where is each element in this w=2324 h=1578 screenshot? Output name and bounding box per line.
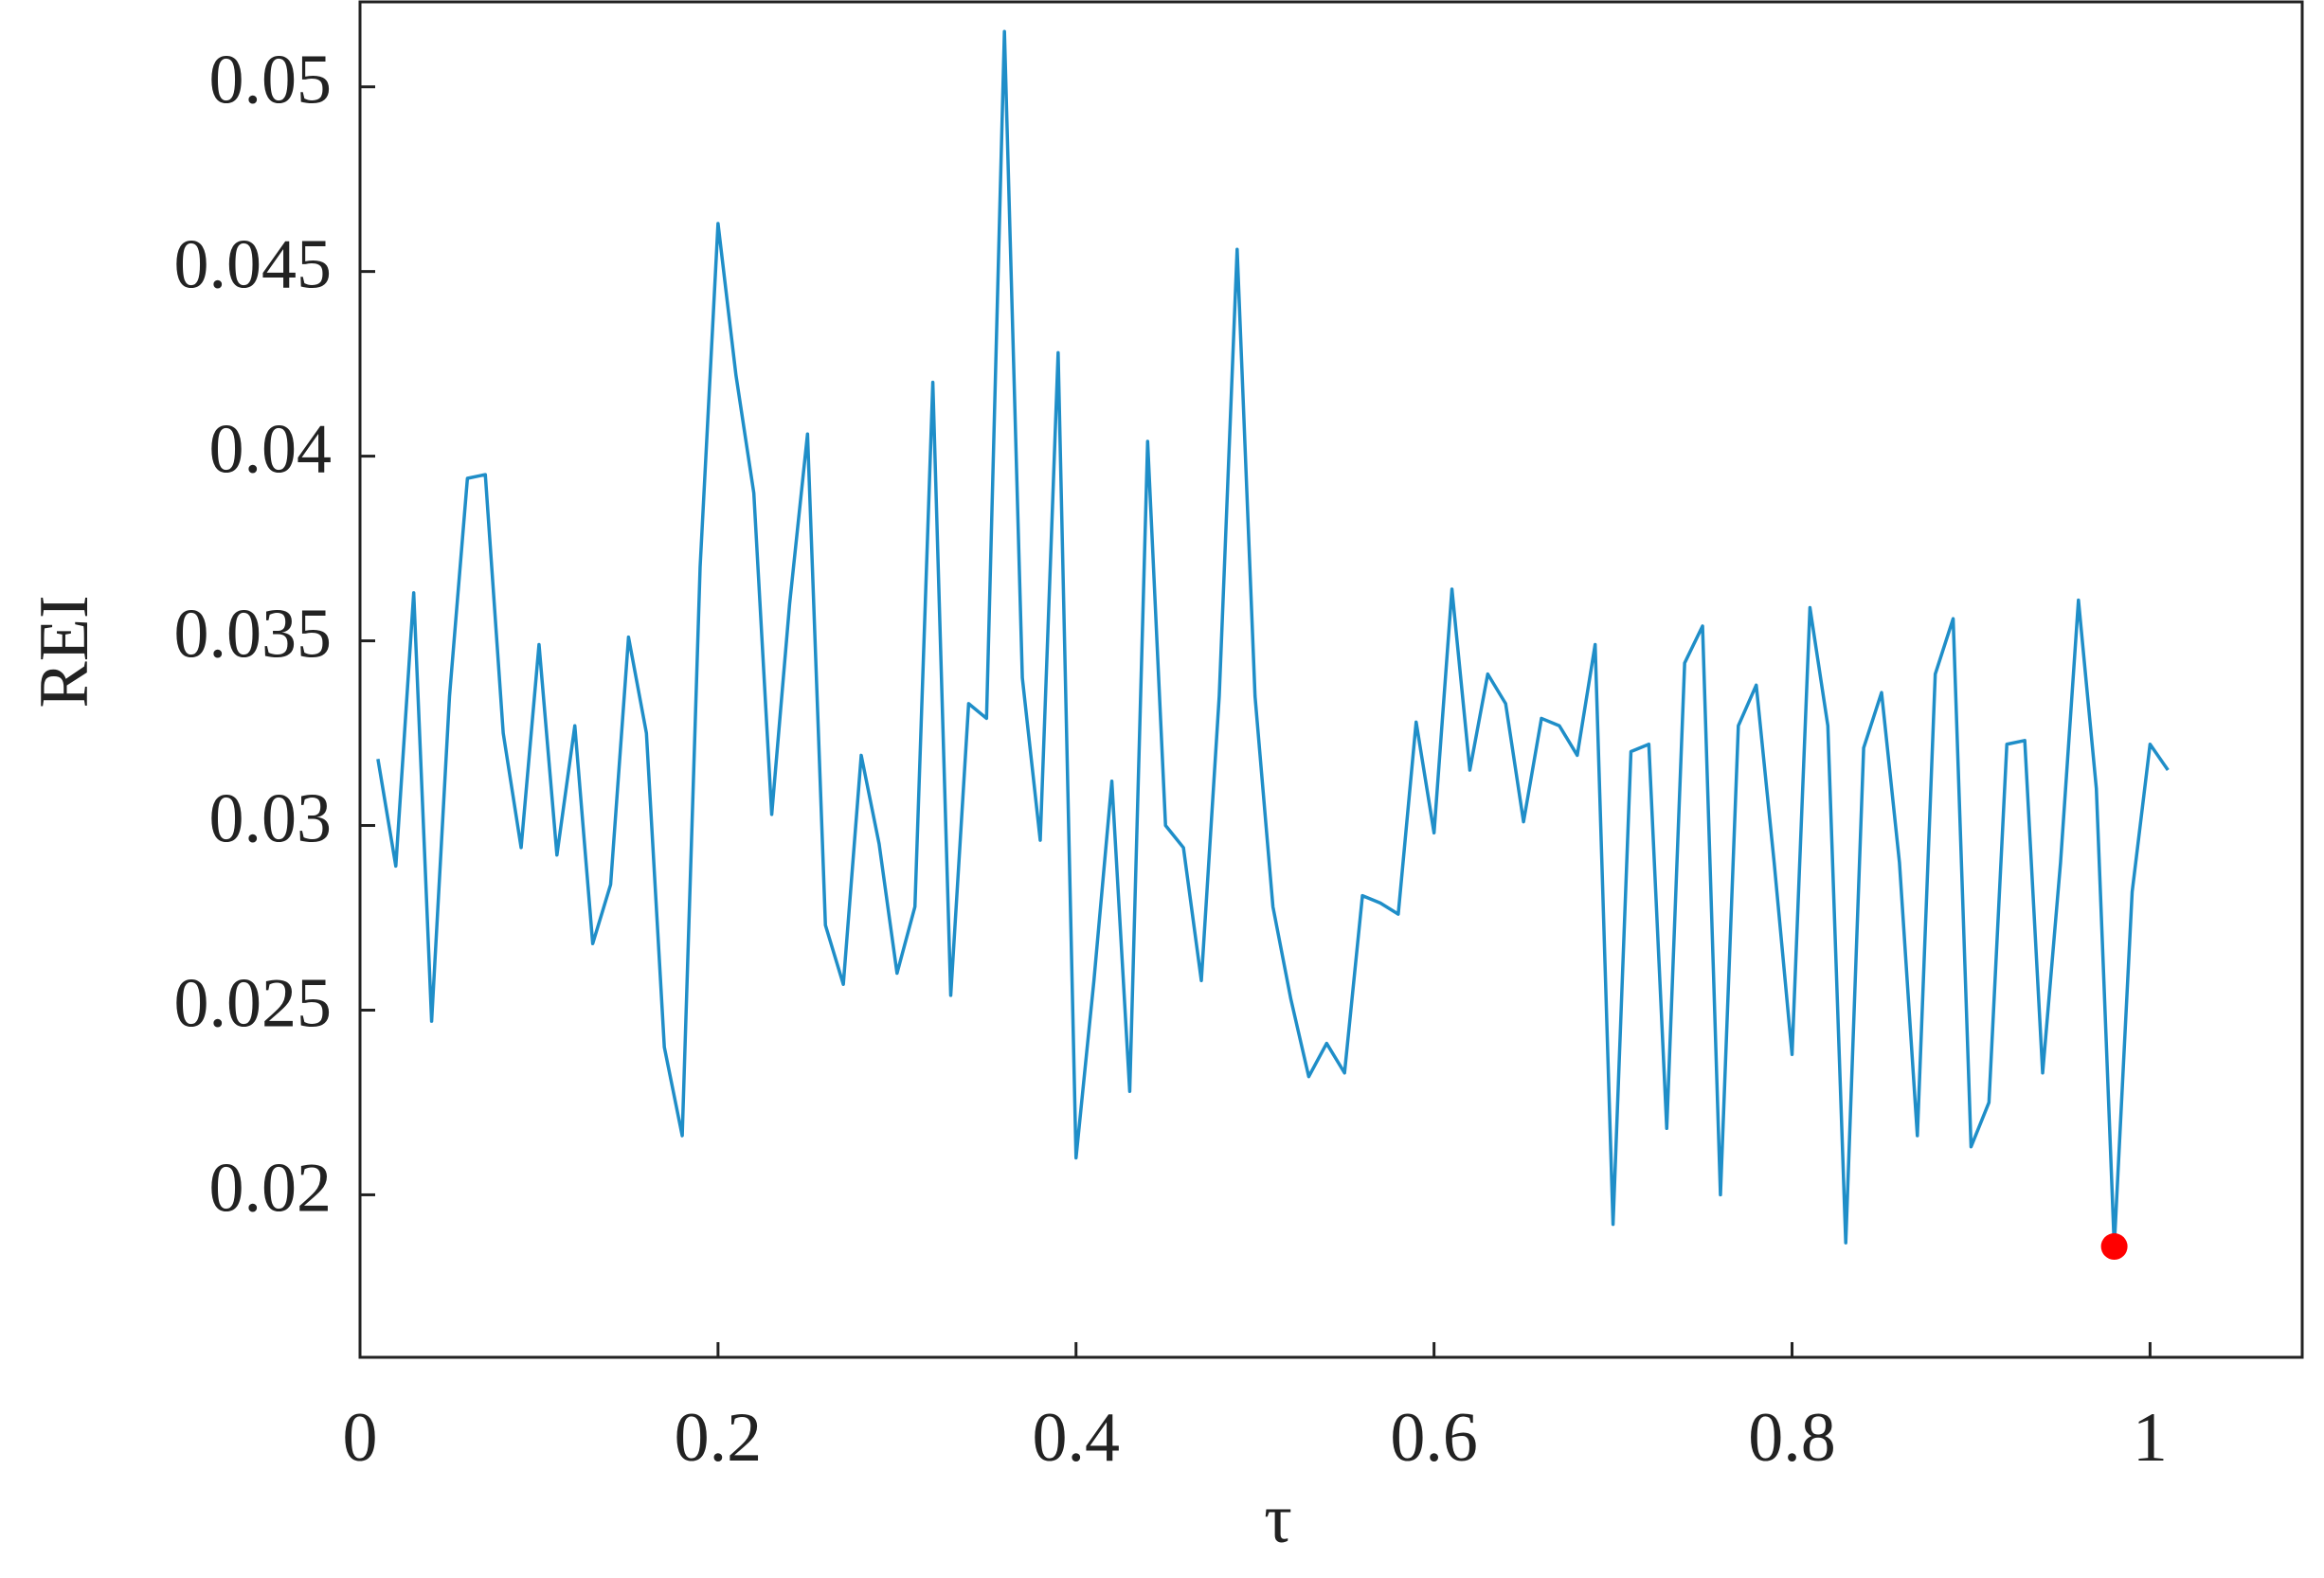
y-tick-label: 0.02 — [209, 1149, 333, 1227]
x-tick-label: 0.4 — [1033, 1399, 1121, 1477]
plot-frame — [358, 0, 2304, 1359]
y-axis-label: REI — [26, 595, 103, 708]
y-tick-label: 0.045 — [174, 226, 333, 304]
x-tick-label: 0.6 — [1390, 1399, 1478, 1477]
x-tick-label: 0 — [343, 1399, 378, 1477]
y-tick-label: 0.035 — [174, 596, 333, 673]
y-tick-label: 0.03 — [209, 780, 333, 858]
y-tick-label: 0.04 — [209, 411, 333, 489]
x-axis-label: τ — [1264, 1480, 1292, 1558]
x-tick-label: 0.8 — [1748, 1399, 1836, 1477]
highlight-point — [2100, 1233, 2128, 1261]
y-tick-label: 0.025 — [174, 964, 333, 1042]
x-tick-label: 1 — [2133, 1399, 2168, 1477]
data-line — [376, 29, 2170, 1248]
y-tick-label: 0.05 — [209, 42, 333, 119]
x-tick-label: 0.2 — [675, 1399, 763, 1477]
